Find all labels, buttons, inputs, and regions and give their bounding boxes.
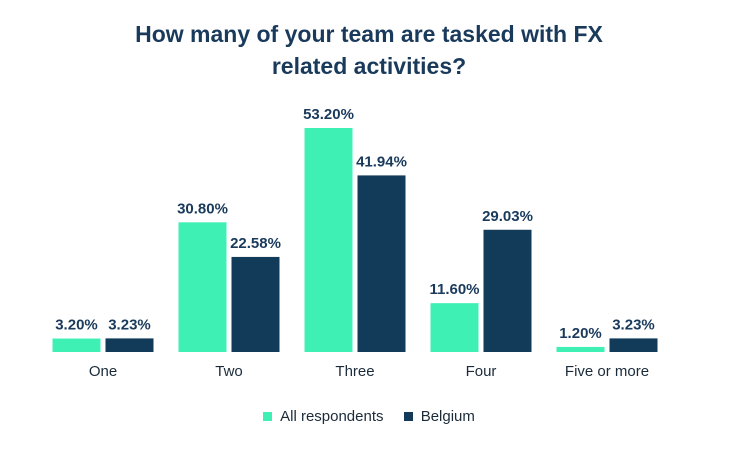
bar-belgium-three xyxy=(357,175,406,352)
data-label-belgium-one: 3.23% xyxy=(108,316,151,333)
bar-all-respondents-two xyxy=(178,222,227,352)
data-label-all-respondents-three: 53.20% xyxy=(303,106,354,123)
bar-belgium-one xyxy=(105,338,154,352)
x-tick-label-one: One xyxy=(89,363,117,380)
data-label-belgium-four: 29.03% xyxy=(482,208,533,225)
legend-swatch-all-respondents xyxy=(263,412,273,421)
data-label-all-respondents-two: 30.80% xyxy=(177,200,228,217)
bar-belgium-five-or-more xyxy=(609,338,658,352)
data-label-all-respondents-one: 3.20% xyxy=(55,317,98,334)
chart-title-line-2: related activities? xyxy=(271,53,467,79)
data-label-all-respondents-four: 11.60% xyxy=(429,281,479,298)
data-label-belgium-two: 22.58% xyxy=(230,235,281,252)
legend-item-all-respondents: All respondents xyxy=(263,408,384,425)
chart-title-line-1: How many of your team are tasked with FX xyxy=(135,21,603,47)
bar-all-respondents-five-or-more xyxy=(556,346,605,352)
bar-all-respondents-three xyxy=(304,128,353,352)
bar-all-respondents-one xyxy=(52,338,101,352)
legend: All respondents Belgium xyxy=(0,408,738,425)
chart-title: How many of your team are tasked with FX… xyxy=(0,18,738,82)
x-tick-label-two: Two xyxy=(215,363,243,380)
bar-all-respondents-four xyxy=(430,303,479,352)
bar-belgium-four xyxy=(483,229,532,352)
bar-belgium-two xyxy=(231,256,280,352)
legend-item-belgium: Belgium xyxy=(403,408,475,425)
legend-swatch-belgium xyxy=(403,412,413,421)
legend-label-belgium: Belgium xyxy=(420,408,475,425)
x-tick-label-five-or-more: Five or more xyxy=(565,363,649,380)
data-label-belgium-three: 41.94% xyxy=(356,153,407,170)
x-tick-label-three: Three xyxy=(335,363,374,380)
x-tick-label-four: Four xyxy=(466,363,497,380)
legend-label-all-respondents: All respondents xyxy=(280,408,384,425)
data-label-all-respondents-five-or-more: 1.20% xyxy=(559,325,602,342)
data-label-belgium-five-or-more: 3.23% xyxy=(612,316,655,333)
